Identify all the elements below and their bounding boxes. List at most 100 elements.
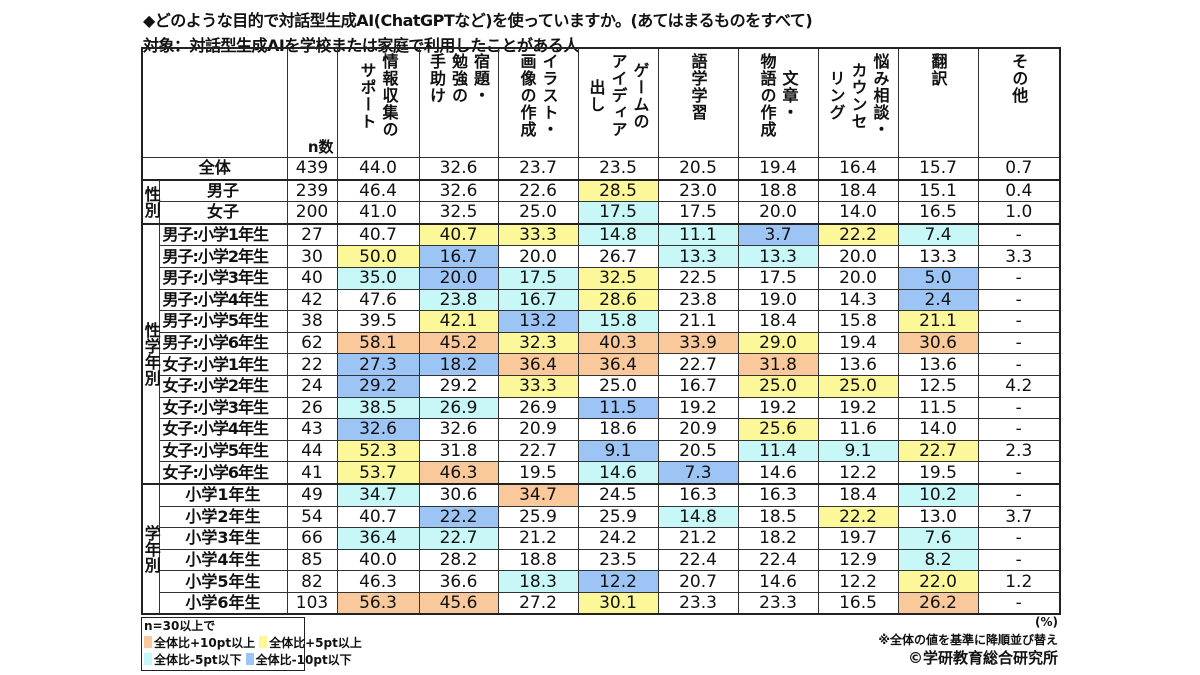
column-header: 翻訳 <box>897 47 979 158</box>
row-label: 女子:小学6年生 <box>158 461 288 485</box>
value-cell: 22.5 <box>657 266 739 290</box>
value-cell: 23.8 <box>657 288 739 312</box>
value-cell: 17.5 <box>497 266 579 290</box>
column-header: ゲームの アイディア 出し <box>577 47 659 158</box>
value-cell: 32.5 <box>577 266 659 290</box>
value-cell: 18.4 <box>817 178 899 203</box>
column-header-line: 出し <box>586 78 606 113</box>
value-cell: 20.0 <box>817 266 899 290</box>
header-row: n数 情報収集の サポート 宿題・ 勉強の 手助け イラスト・ 画像の作成 ゲームの アイディア… <box>142 47 1061 158</box>
value-cell: 26.9 <box>418 396 499 420</box>
legend: n=30以上で 全体比+10pt以上 全体比+5pt以上 全体比-5pt以下 全体比… <box>141 617 362 671</box>
value-cell: 15.8 <box>817 310 899 333</box>
value-cell: 16.4 <box>817 156 899 181</box>
column-header-line: 勉強の <box>449 53 468 104</box>
value-cell: 32.3 <box>497 331 579 355</box>
value-cell: 26.2 <box>897 591 979 615</box>
value-cell: 18.6 <box>577 418 659 441</box>
column-header-label: 情報収集の サポート <box>358 49 399 138</box>
value-cell: 22.4 <box>737 548 819 572</box>
value-cell: 17.5 <box>577 201 659 225</box>
value-cell: 13.3 <box>657 245 739 268</box>
group-label: 性別 <box>141 178 161 225</box>
value-cell: 20.0 <box>497 245 579 268</box>
value-cell: - <box>977 591 1061 615</box>
value-cell: 18.2 <box>418 353 499 376</box>
value-cell: 9.1 <box>577 439 659 463</box>
column-header-label: 宿題・ 勉強の 手助け <box>427 49 490 104</box>
n-value: 27 <box>286 222 338 247</box>
value-cell: 18.5 <box>737 505 819 529</box>
value-cell: 7.6 <box>897 527 979 550</box>
value-cell: 18.8 <box>497 548 579 572</box>
row-label: 女子:小学1年生 <box>158 353 288 376</box>
group-label: 学年別 <box>141 482 161 615</box>
value-cell: - <box>977 461 1061 485</box>
column-header-line: 語学学習 <box>688 53 708 121</box>
value-cell: 0.4 <box>977 178 1061 203</box>
value-cell: 33.3 <box>497 222 579 247</box>
value-cell: 22.6 <box>497 178 579 203</box>
row-label: 男子:小学6年生 <box>158 331 288 355</box>
value-cell: 22.2 <box>817 505 899 529</box>
value-cell: 26.9 <box>497 396 579 420</box>
value-cell: 45.2 <box>418 331 499 355</box>
value-cell: 25.0 <box>817 374 899 398</box>
value-cell: 53.7 <box>336 461 420 485</box>
sort-note: ※全体の値を基準に降順並び替え <box>878 633 1058 647</box>
value-cell: 22.7 <box>657 353 739 376</box>
value-cell: 21.2 <box>657 527 739 550</box>
value-cell: 14.6 <box>737 570 819 593</box>
value-cell: 5.0 <box>897 266 979 290</box>
value-cell: 44.0 <box>336 156 420 181</box>
value-cell: 17.5 <box>737 266 819 290</box>
value-cell: 25.0 <box>577 374 659 398</box>
n-value: 42 <box>286 288 338 312</box>
table-row: 男子:小学3年生 40 35.0 20.0 17.5 32.5 22.5 17.5 20.0 5.… <box>142 266 1061 290</box>
column-header-label: 翻訳 <box>929 49 948 87</box>
value-cell: 16.7 <box>497 288 579 312</box>
legend-swatch <box>245 653 254 665</box>
value-cell: 2.4 <box>897 288 979 312</box>
value-cell: 13.6 <box>897 353 979 376</box>
table-row: 男子:小学4年生 42 47.6 23.8 16.7 28.6 23.8 19.0 14.3 2.… <box>142 288 1061 312</box>
value-cell: 38.5 <box>336 396 420 420</box>
value-cell: 22.7 <box>897 439 979 463</box>
column-header-line: 手助け <box>427 53 446 104</box>
value-cell: 52.3 <box>336 439 420 463</box>
value-cell: 33.9 <box>657 331 739 355</box>
row-label: 小学6年生 <box>158 591 288 615</box>
value-cell: 19.5 <box>897 461 979 485</box>
n-value: 44 <box>286 439 338 463</box>
value-cell: 25.9 <box>577 505 659 529</box>
value-cell: 2.3 <box>977 439 1061 463</box>
column-header-label: イラスト・ 画像の作成 <box>518 49 559 138</box>
value-cell: 16.7 <box>657 374 739 398</box>
value-cell: 20.5 <box>657 439 739 463</box>
value-cell: 45.6 <box>418 591 499 615</box>
legend-label: 全体比+5pt以上 <box>269 636 362 650</box>
column-header-line: イラスト・ <box>539 53 559 138</box>
column-header-label: 語学学習 <box>689 49 708 121</box>
value-cell: 31.8 <box>418 439 499 463</box>
legend-label: 全体比-10pt以下 <box>255 653 352 667</box>
value-cell: 16.7 <box>418 245 499 268</box>
n-value: 439 <box>286 156 338 181</box>
n-value: 22 <box>286 353 338 376</box>
value-cell: 14.0 <box>897 418 979 441</box>
table-row: 女子:小学3年生 26 38.5 26.9 26.9 11.5 19.2 19.2 19.2 11… <box>142 396 1061 420</box>
column-header: 文章・ 物語の作成 <box>737 47 819 158</box>
value-cell: 1.0 <box>977 201 1061 225</box>
column-header: イラスト・ 画像の作成 <box>497 47 579 158</box>
value-cell: 28.5 <box>577 178 659 203</box>
legend-item: 全体比-5pt以下 <box>144 652 242 669</box>
row-label: 男子:小学5年生 <box>158 310 288 333</box>
table-row: 小学4年生 85 40.0 28.2 18.8 23.5 22.4 22.4 12.9 8.2- <box>142 548 1061 572</box>
value-cell: 21.2 <box>497 527 579 550</box>
chart-title: ◆どのような目的で対話型生成AI(ChatGPTなど)を使っていますか。(あては… <box>143 11 813 30</box>
value-cell: 32.6 <box>418 178 499 203</box>
value-cell: 23.8 <box>418 288 499 312</box>
value-cell: 14.6 <box>737 461 819 485</box>
value-cell: 11.5 <box>897 396 979 420</box>
value-cell: 14.3 <box>817 288 899 312</box>
